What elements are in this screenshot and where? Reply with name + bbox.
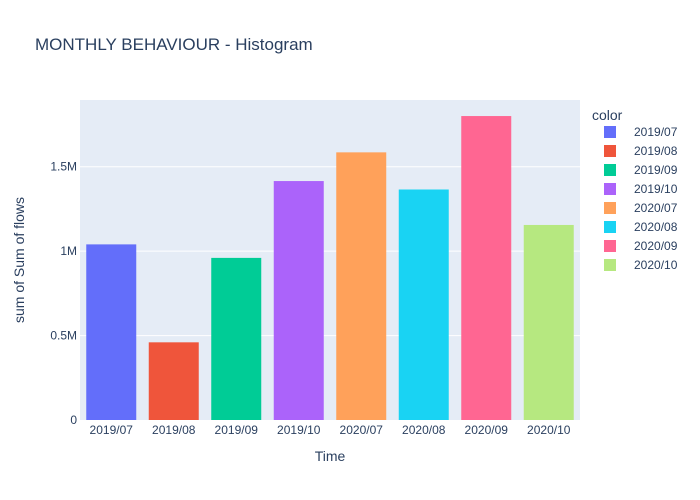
x-tick-label: 2020/09 — [465, 423, 509, 437]
x-tick-label: 2019/08 — [152, 423, 196, 437]
legend-item-label[interactable]: 2019/10 — [634, 182, 678, 196]
legend-item-label[interactable]: 2019/07 — [634, 125, 678, 139]
y-tick-label: 1.5M — [50, 160, 77, 174]
bar-2019-09[interactable] — [211, 257, 262, 420]
legend-swatch[interactable] — [604, 183, 616, 195]
legend-item-label[interactable]: 2020/10 — [634, 258, 678, 272]
legend-item-label[interactable]: 2019/08 — [634, 144, 678, 158]
x-tick-label: 2020/07 — [340, 423, 384, 437]
x-tick-label: 2019/09 — [215, 423, 259, 437]
x-axis-ticks: 2019/07 2019/08 2019/09 2019/10 2020/07 2020/… — [90, 423, 571, 437]
legend-swatch[interactable] — [604, 126, 616, 138]
legend-swatch[interactable] — [604, 145, 616, 157]
x-tick-label: 2020/10 — [527, 423, 571, 437]
y-tick-label: 1M — [60, 244, 77, 258]
legend-swatch[interactable] — [604, 240, 616, 252]
legend-item-label[interactable]: 2020/07 — [634, 201, 678, 215]
legend-swatch[interactable] — [604, 164, 616, 176]
x-tick-label: 2020/08 — [402, 423, 446, 437]
y-tick-label: 0.5M — [50, 329, 77, 343]
legend[interactable]: color 2019/07 2019/08 2019/09 2019/10 2020/0… — [592, 107, 678, 272]
legend-swatch[interactable] — [604, 221, 616, 233]
bar-2019-07[interactable] — [86, 244, 137, 420]
bar-2019-08[interactable] — [148, 342, 199, 420]
legend-item-label[interactable]: 2019/09 — [634, 163, 678, 177]
x-axis-title: Time — [315, 448, 346, 464]
x-tick-label: 2019/07 — [90, 423, 134, 437]
bar-2020-09[interactable] — [461, 116, 512, 421]
bar-2020-08[interactable] — [398, 189, 449, 420]
chart-title: MONTHLY BEHAVIOUR - Histogram — [35, 35, 313, 54]
y-tick-label: 0 — [70, 413, 77, 427]
bar-2020-07[interactable] — [336, 152, 387, 421]
bar-2020-10[interactable] — [523, 224, 574, 420]
legend-swatch[interactable] — [604, 202, 616, 214]
legend-swatch[interactable] — [604, 259, 616, 271]
legend-title: color — [592, 107, 623, 123]
bar-2019-10[interactable] — [273, 181, 324, 420]
y-axis-ticks: 0 0.5M 1M 1.5M — [50, 160, 77, 427]
y-axis-title: sum of Sum of flows — [11, 197, 27, 323]
x-tick-label: 2019/10 — [277, 423, 321, 437]
legend-item-label[interactable]: 2020/08 — [634, 220, 678, 234]
legend-item-label[interactable]: 2020/09 — [634, 239, 678, 253]
bars — [86, 116, 574, 421]
